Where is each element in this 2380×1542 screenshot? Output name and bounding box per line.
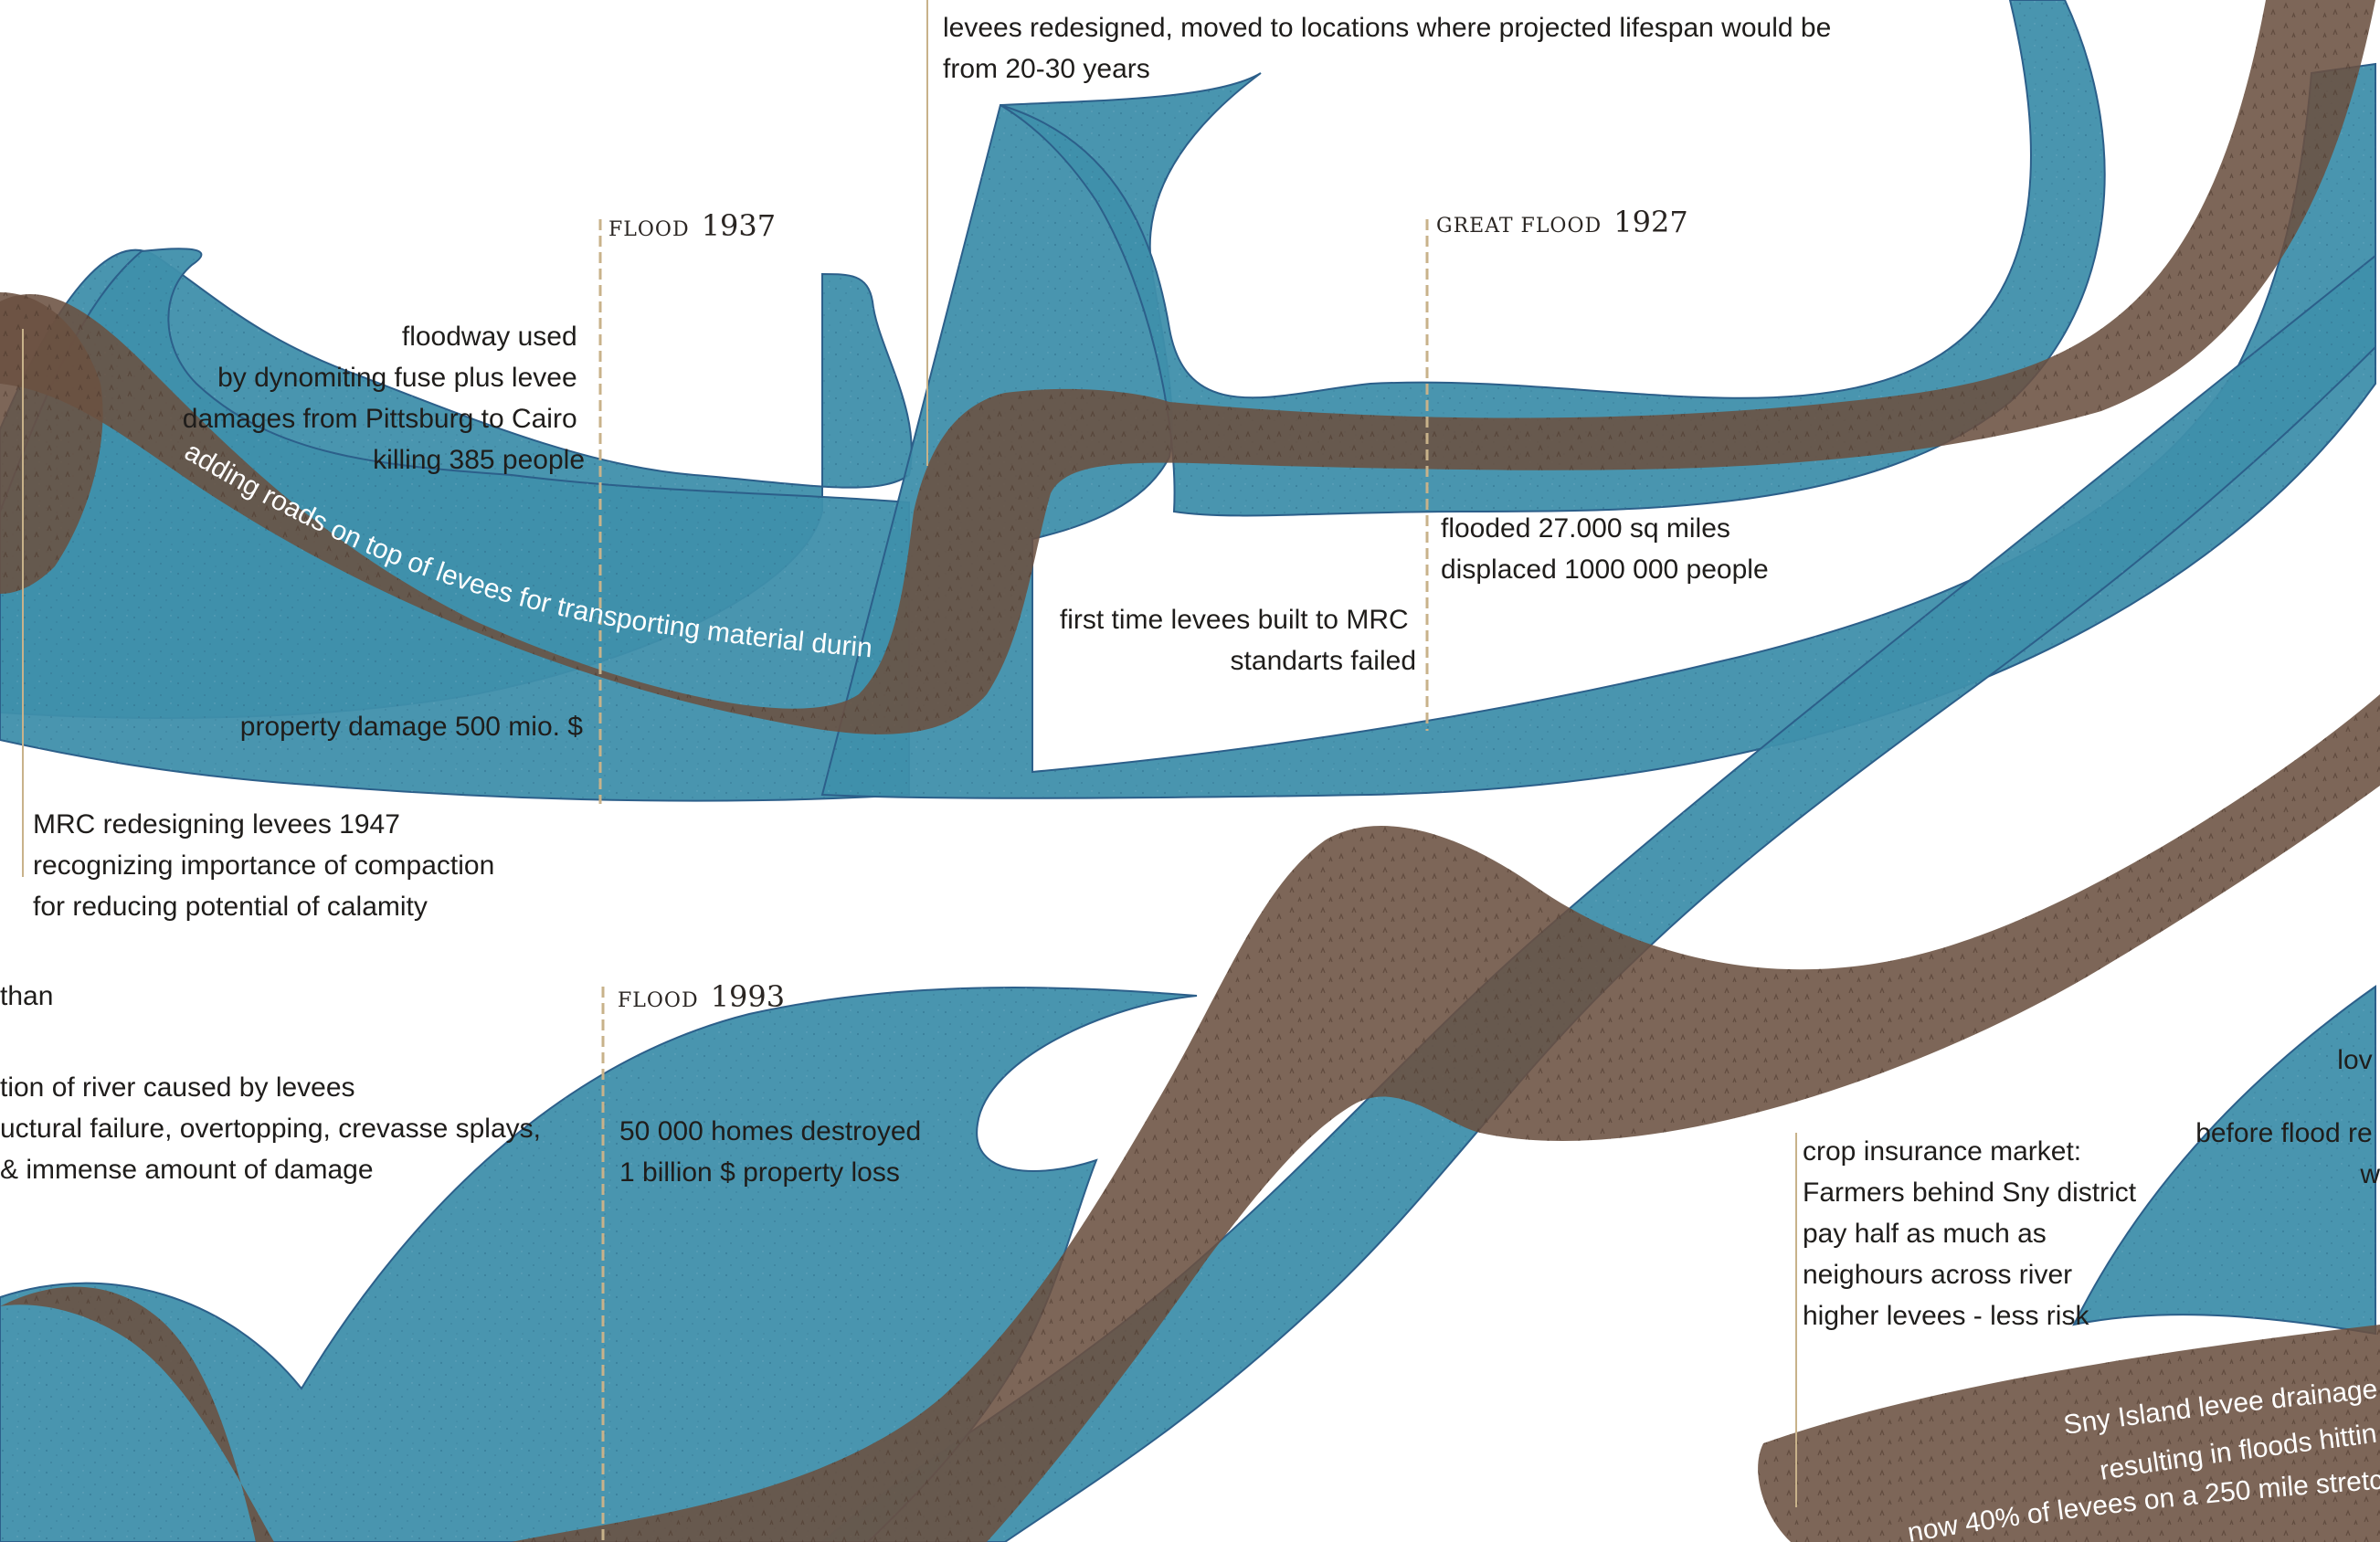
water-texture <box>0 248 909 801</box>
event-caption: GREAT FLOOD <box>1436 215 1602 238</box>
event-label-1927: GREAT FLOOD 1927 <box>1436 205 1688 239</box>
water-texture <box>822 256 2375 1542</box>
note-crop-insurance: crop insurance market: Farmers behind Sn… <box>1803 1136 2143 1331</box>
water-texture <box>0 988 1197 1542</box>
note-flood-1993: 50 000 homes destroyed 1 billion $ prope… <box>619 1116 929 1188</box>
event-year: 1993 <box>711 979 785 1014</box>
note-right-fragment: lov before flood re w <box>2195 1045 2380 1189</box>
note-mrc-failed: first time levees built to MRC standarts… <box>1060 605 1416 676</box>
event-year: 1937 <box>702 208 776 243</box>
levee-texture <box>1758 1325 2380 1542</box>
event-year: 1927 <box>1613 205 1687 239</box>
event-caption: FLOOD <box>608 218 690 241</box>
note-top-redesign: levees redesigned, moved to locations wh… <box>943 13 1839 84</box>
note-floodway: floodway used by dynomiting fuse plus le… <box>183 322 585 475</box>
event-caption: FLOOD <box>618 989 699 1012</box>
water-texture <box>1000 0 2105 516</box>
event-label-1993: FLOOD 1993 <box>618 979 785 1014</box>
note-mrc-1947: MRC redesigning levees 1947 recognizing … <box>33 809 502 922</box>
event-markers: FLOOD 1937 GREAT FLOOD 1927 FLOOD 1993 <box>22 0 1797 1542</box>
note-property-1937: property damage 500 mio. $ <box>240 712 584 742</box>
note-great-flood: flooded 27.000 sq miles displaced 1000 0… <box>1441 513 1769 585</box>
levee-texture <box>0 694 2380 1542</box>
levee-texture <box>0 292 103 594</box>
water-texture <box>2074 987 2375 1334</box>
event-label-1937: FLOOD 1937 <box>608 208 776 243</box>
note-left-fragment: than tion of river caused by levees uctu… <box>0 981 548 1185</box>
